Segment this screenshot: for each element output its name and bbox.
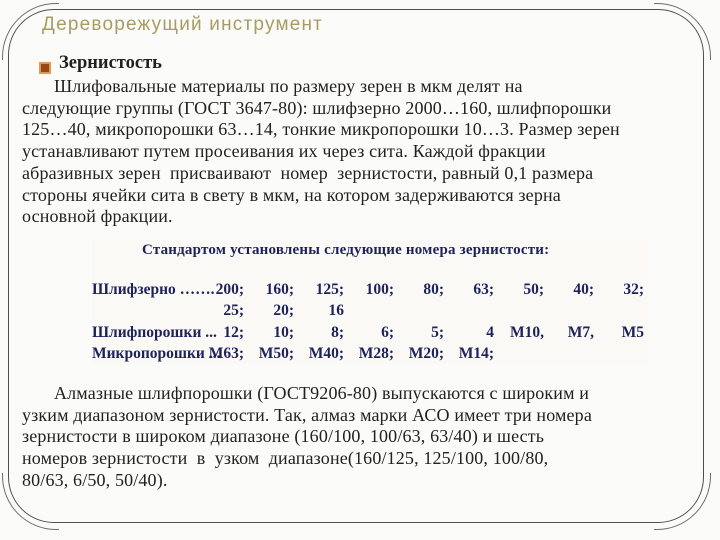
grit-cell: 12;: [223, 323, 244, 341]
text-line: зернистости в широком диапазоне (160/100…: [22, 426, 545, 447]
grit-row: 25; 20; 16: [92, 300, 648, 321]
grit-cell: 4: [486, 323, 494, 341]
text-line: следующие группы (ГОСТ 3647-80): шлифзер…: [22, 97, 612, 118]
grit-cell: М5: [621, 323, 644, 341]
bullet-heading: Зернистость: [59, 53, 162, 73]
grit-table: Шлифзерно ……. 200; 160; 125; 100; 80; 63; 50; 40…: [92, 279, 648, 364]
text-line: номеров зернистости в узком диапазоне(16…: [22, 448, 549, 469]
corner-accent-top-right: [654, 3, 711, 60]
grit-cell: 25;: [223, 302, 244, 320]
text-line: Шлифовальные материалы по размеру зерен …: [54, 76, 523, 96]
grit-row-label: Микропорошки ...: [92, 344, 221, 362]
grit-cell: М63;: [208, 344, 244, 362]
grit-cell: 50;: [523, 281, 544, 298]
bullet-square-icon: [39, 62, 51, 74]
grit-cell: 6;: [381, 323, 394, 341]
grit-cell: М14;: [458, 344, 494, 362]
grit-cell: М40;: [308, 344, 344, 362]
grit-cell: 16: [328, 302, 345, 320]
text-line: стороны ячейки сита в свету в мкм, на ко…: [22, 184, 561, 205]
text-line: 80/63, 6/50, 50/40).: [22, 469, 168, 490]
grit-row: Шлифпорошки ... 12; 10; 8; 6; 5; 4 М10, М7, М5: [92, 322, 648, 343]
grit-cell: М7,: [567, 323, 594, 341]
text-line: основной фракции.: [22, 206, 173, 227]
grit-cell: 100;: [365, 281, 394, 298]
paragraph-diamond-powders: Алмазные шлифпорошки (ГОСТ9206-80) выпус…: [22, 383, 698, 492]
grit-row-label: Шлифзерно …….: [92, 281, 215, 298]
text-line: абразивных зерен присваивают номер зерни…: [22, 162, 594, 183]
grit-cell: 8;: [331, 323, 344, 341]
grit-row-label: [92, 300, 208, 321]
text-line: Алмазные шлифпорошки (ГОСТ9206-80) выпус…: [54, 383, 590, 403]
grit-cell: 160;: [265, 281, 294, 298]
grit-row-label: Шлифпорошки ...: [92, 323, 217, 341]
grit-row: Шлифзерно ……. 200; 160; 125; 100; 80; 63; 50; 40…: [92, 279, 648, 300]
page-title: Дереворежущий инструмент: [42, 14, 324, 35]
grit-cell: М20;: [408, 344, 444, 362]
grit-cell: 10;: [273, 323, 294, 341]
grit-cell: М28;: [358, 344, 394, 362]
grit-cell: 80;: [423, 281, 444, 298]
grit-cell: 125;: [315, 281, 344, 298]
grit-cell: М10,: [509, 323, 544, 341]
text-line: устанавливают путем просеивания их через…: [22, 141, 546, 162]
grit-cell: 20;: [273, 302, 294, 320]
grit-figure-caption: Стандартом установлены следующие номера …: [142, 242, 550, 258]
grit-cell: 5;: [431, 323, 444, 341]
grit-cell: 40;: [573, 281, 594, 298]
text-line: узким диапазоном зернистости. Так, алмаз…: [22, 404, 592, 425]
grit-cell: 63;: [473, 281, 494, 298]
text-line: 125…40, микропорошки 63…14, тонкие микро…: [22, 119, 620, 140]
grit-standard-figure: Стандартом установлены следующие номера …: [92, 240, 648, 365]
grit-cell: 32;: [623, 281, 644, 298]
grit-row: Микропорошки ... М63; М50; М40; М28; М20; М14;: [92, 343, 648, 364]
paragraph-grit-groups: Шлифовальные материалы по размеру зерен …: [22, 76, 698, 228]
grit-cell: 200;: [215, 281, 244, 298]
grit-cell: М50;: [258, 344, 294, 362]
